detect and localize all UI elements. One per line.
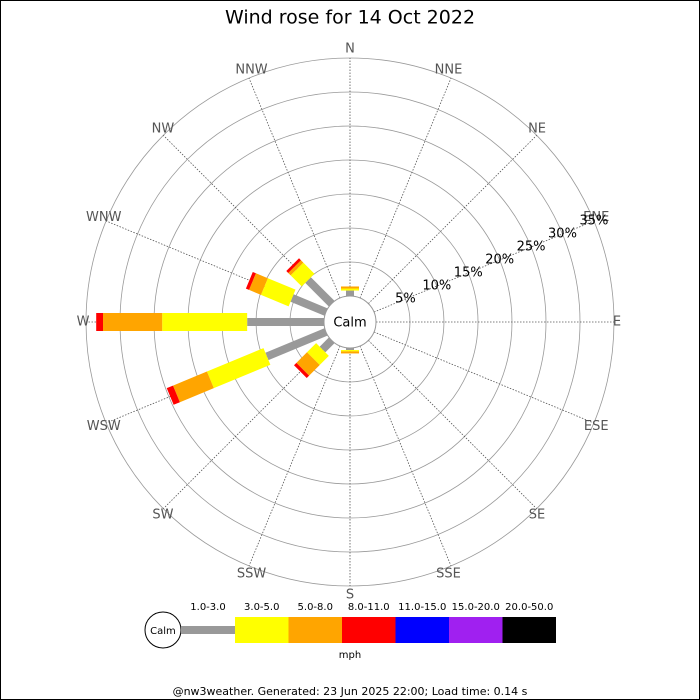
- spoke: [368, 135, 537, 304]
- direction-label: WSW: [87, 419, 121, 434]
- wind-bar: [341, 350, 359, 352]
- wind-bar: [341, 286, 359, 289]
- footer: @nw3weather. Generated: 23 Jun 2025 22:0…: [173, 685, 528, 698]
- spoke: [373, 331, 595, 424]
- spoke: [368, 340, 537, 509]
- legend-label: 11.0-15.0: [398, 602, 446, 613]
- wind-bar: [305, 277, 335, 307]
- wind-bar: [260, 278, 296, 307]
- wind-bar: [96, 313, 103, 331]
- ring-label: 25%: [517, 239, 546, 254]
- wind-bar: [206, 348, 271, 389]
- direction-label: SE: [529, 508, 545, 523]
- ring-label: 5%: [395, 292, 416, 307]
- direction-label: E: [613, 315, 621, 330]
- legend-label: 8.0-11.0: [348, 602, 390, 613]
- legend-swatch: [288, 617, 342, 643]
- direction-bars: [341, 286, 359, 296]
- direction-label: NE: [528, 121, 546, 136]
- wind-bar: [249, 273, 268, 295]
- direction-label: ENE: [583, 210, 609, 225]
- wind-bar: [245, 271, 256, 290]
- wind-bar: [296, 352, 320, 376]
- chart-title: Wind rose for 14 Oct 2022: [225, 7, 475, 29]
- wind-bar: [286, 258, 301, 273]
- legend-label: 5.0-8.0: [298, 602, 333, 613]
- direction-bars: [286, 258, 335, 307]
- legend-swatch: [235, 617, 289, 643]
- ring-label: 10%: [422, 279, 451, 294]
- direction-bars: [166, 328, 328, 405]
- wind-bar: [346, 348, 354, 351]
- direction-bars: [341, 348, 359, 354]
- direction-bars: [245, 271, 328, 316]
- wind-bar: [290, 262, 315, 287]
- calm-label: Calm: [333, 316, 366, 331]
- wind-bar: [319, 337, 335, 353]
- legend-label: 20.0-50.0: [505, 602, 553, 613]
- direction-label: NNW: [235, 62, 267, 77]
- legend-swatch: [502, 617, 556, 643]
- wind-bar: [341, 351, 359, 354]
- ring-label: 35%: [579, 213, 608, 228]
- calm-circle: [323, 295, 377, 349]
- wind-bar: [103, 313, 163, 331]
- spoke: [248, 345, 341, 567]
- legend-label: 15.0-20.0: [452, 602, 500, 613]
- direction-label: ESE: [584, 419, 609, 434]
- spoke: [359, 345, 452, 567]
- wind-bar: [341, 288, 359, 291]
- direction-bars: [96, 313, 324, 331]
- wind-bar: [346, 290, 354, 296]
- spoke: [359, 77, 452, 299]
- legend-label: 3.0-5.0: [244, 602, 279, 613]
- direction-label: SW: [152, 508, 173, 523]
- legend-calm-label: Calm: [150, 626, 176, 637]
- wind-bar: [288, 260, 304, 276]
- spoke: [248, 77, 341, 299]
- direction-label: SSE: [436, 567, 461, 582]
- legend-swatch: [342, 617, 396, 643]
- wind-bar: [290, 294, 328, 316]
- ring-label: 20%: [485, 253, 514, 268]
- direction-label: W: [77, 315, 90, 330]
- ring-label: 30%: [548, 226, 577, 241]
- unit-label: mph: [339, 650, 361, 661]
- legend-swatch: [449, 617, 503, 643]
- direction-label: S: [346, 588, 354, 603]
- wind-bar: [173, 371, 214, 403]
- direction-label: N: [345, 42, 355, 57]
- legend-label: 1.0-3.0: [190, 602, 225, 613]
- wind-bar: [162, 313, 248, 331]
- direction-label: NNE: [435, 62, 463, 77]
- legend-swatch: [395, 617, 449, 643]
- spoke: [373, 220, 595, 313]
- direction-label: SSW: [237, 567, 267, 582]
- wind-bar: [265, 328, 328, 361]
- wind-bar: [247, 318, 324, 326]
- legend-swatch: [181, 626, 235, 634]
- wind-bar: [166, 385, 180, 405]
- direction-label: NW: [152, 121, 175, 136]
- direction-label: WNW: [86, 210, 122, 225]
- wind-bar: [306, 343, 329, 366]
- wind-bar: [293, 362, 310, 379]
- direction-bars: [293, 337, 335, 379]
- ring-label: 15%: [454, 266, 483, 281]
